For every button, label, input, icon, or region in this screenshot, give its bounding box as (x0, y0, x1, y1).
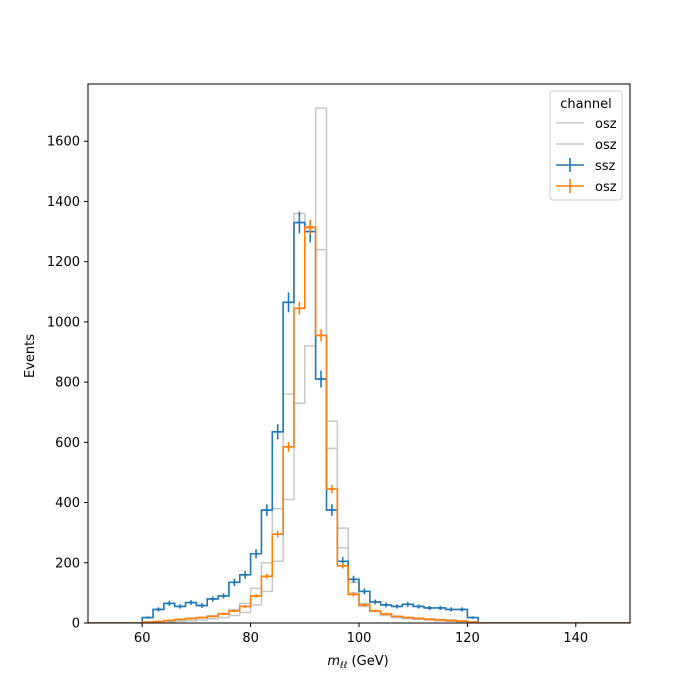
legend: channel osz osz ssz osz (549, 90, 623, 201)
x-tick-label: 60 (134, 631, 151, 646)
series-group (88, 107, 630, 623)
y-tick-label: 1200 (47, 255, 80, 270)
legend-title: channel (560, 97, 611, 112)
y-axis-label: Events (23, 334, 38, 378)
y-tick-label: 1000 (47, 315, 80, 330)
legend-items: osz osz ssz osz (556, 117, 617, 195)
y-tick-label: 800 (55, 376, 80, 391)
legend-item-1: osz (556, 138, 617, 153)
y-tick-label: 1400 (47, 195, 80, 210)
x-tick-label: 120 (455, 631, 480, 646)
y-tick-label: 1600 (47, 135, 80, 150)
ticks-group: 60 80 100 120 140020040060080010001200140016… (47, 135, 588, 646)
y-tick-label: 600 (55, 436, 80, 451)
legend-label: osz (595, 117, 617, 132)
x-axis-label-unit: (GeV) (347, 654, 388, 669)
legend-label: osz (595, 138, 617, 153)
legend-label: ssz (595, 159, 616, 174)
y-tick-label: 400 (55, 496, 80, 511)
y-tick-label: 0 (72, 617, 80, 632)
legend-item-0: osz (556, 117, 617, 132)
x-axis-label-subscript: ℓℓ (339, 661, 347, 671)
legend-label: osz (595, 180, 617, 195)
x-tick-label: 80 (242, 631, 259, 646)
x-axis-label: mℓℓ (GeV) (327, 654, 388, 671)
x-tick-label: 140 (563, 631, 588, 646)
legend-item-3: osz (556, 179, 617, 195)
x-axis-label-main: m (327, 654, 340, 669)
legend-item-2: ssz (556, 158, 616, 174)
legend-frame (549, 90, 623, 201)
series-3-osz (88, 219, 630, 623)
y-tick-label: 200 (55, 556, 80, 571)
x-tick-label: 100 (347, 631, 372, 646)
